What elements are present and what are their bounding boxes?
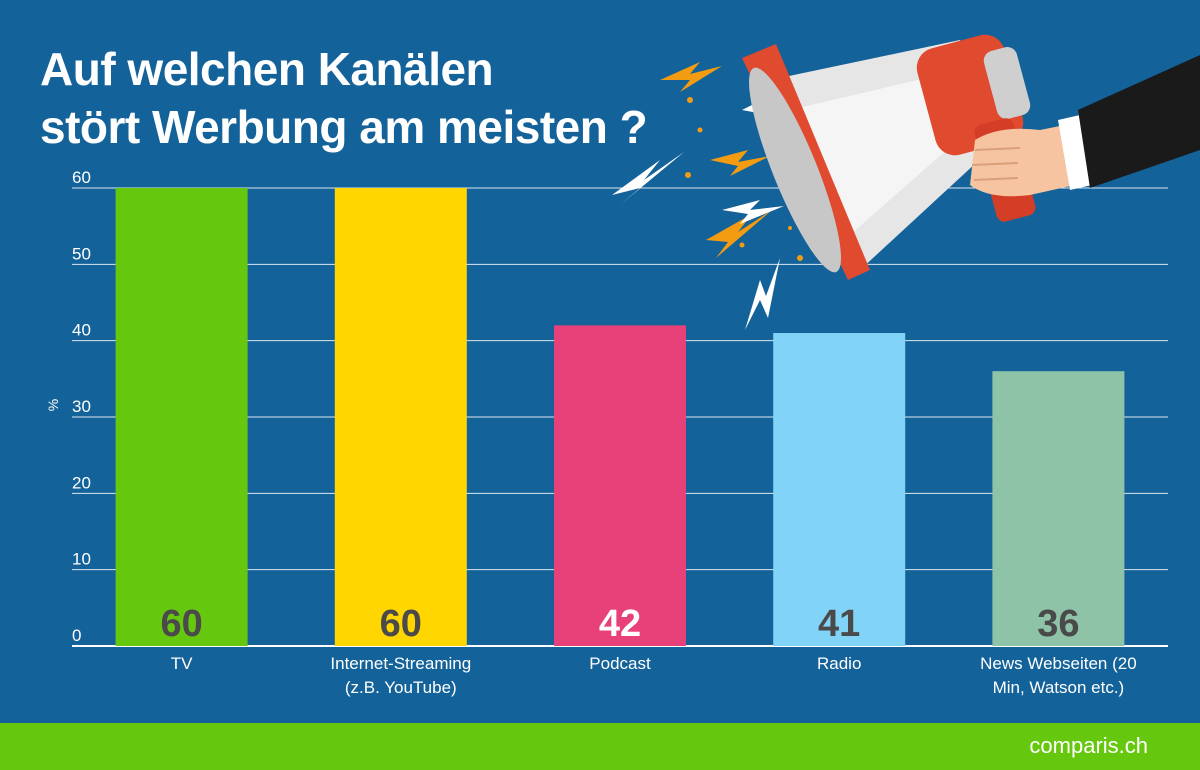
x-tick-label: TV: [171, 654, 193, 673]
bar: [554, 325, 686, 646]
bar: [334, 188, 467, 646]
megaphone-icon: [612, 34, 1200, 330]
y-tick-label: 0: [72, 626, 81, 645]
x-tick-label: Internet-Streaming: [330, 654, 471, 673]
y-tick-label: 40: [72, 321, 91, 340]
x-tick-label: Podcast: [589, 654, 651, 673]
x-tick-label: Min, Watson etc.): [993, 678, 1125, 697]
data-label: 42: [599, 603, 641, 645]
y-axis-label: %: [45, 399, 61, 411]
y-tick-label: 30: [72, 397, 91, 416]
bar: [773, 333, 906, 646]
x-tick-label: (z.B. YouTube): [345, 678, 457, 697]
y-tick-label: 10: [72, 550, 91, 569]
data-label: 36: [1037, 603, 1079, 645]
comparis-logo: comparis.ch: [1029, 733, 1148, 758]
bar: [992, 371, 1125, 646]
chart-title: Auf welchen Kanälen stört Werbung am mei…: [40, 40, 648, 156]
y-tick-label: 60: [72, 168, 91, 187]
y-tick-label: 50: [72, 244, 91, 263]
title-line-2: stört Werbung am meisten ?: [40, 101, 648, 153]
hand-icon: [970, 125, 1075, 197]
x-tick-label: Radio: [817, 654, 861, 673]
y-tick-label: 20: [72, 473, 91, 492]
x-tick-label: News Webseiten (20: [980, 654, 1137, 673]
bar: [115, 188, 248, 646]
data-label: 60: [160, 603, 202, 645]
bar-chart: 0 10 20 30 40 50 60% 60 TV 60 Internet-Streaming (z…: [45, 168, 1168, 697]
footer-bar: comparis.ch: [0, 723, 1200, 770]
data-label: 41: [818, 603, 860, 645]
data-label: 60: [380, 603, 422, 645]
title-line-1: Auf welchen Kanälen: [40, 43, 494, 95]
